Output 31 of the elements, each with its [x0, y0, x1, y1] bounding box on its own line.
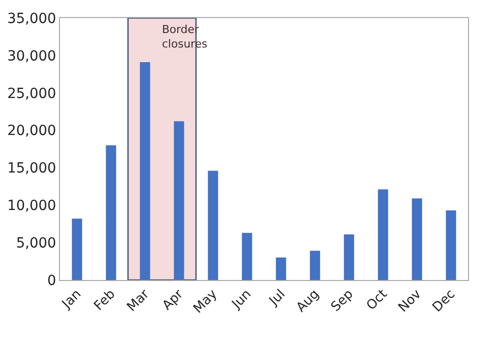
bar: [174, 121, 184, 280]
y-tick-label: 30,000: [7, 48, 56, 64]
x-tick-label: Jun: [228, 286, 254, 313]
bar: [446, 210, 456, 280]
bar: [276, 258, 286, 280]
x-tick-label: Feb: [92, 286, 118, 314]
x-tick-label: Aug: [294, 286, 322, 316]
y-tick-label: 35,000: [7, 10, 56, 27]
bar: [72, 218, 82, 280]
bar: [242, 232, 252, 280]
y-tick-label: 5,000: [16, 235, 56, 252]
x-tick-label: Jan: [58, 286, 84, 312]
bar: [208, 170, 218, 280]
x-tick-label: Apr: [160, 286, 187, 314]
x-tick-label: Dec: [430, 286, 458, 316]
x-tick-label: Nov: [396, 286, 425, 316]
x-tick-label: Mar: [124, 286, 153, 315]
bar: [140, 62, 150, 280]
bar: [310, 250, 320, 280]
x-tick-label: Jul: [266, 286, 288, 310]
x-tick-label: Oct: [364, 286, 390, 314]
y-tick-label: 15,000: [7, 160, 56, 177]
bar: [106, 145, 116, 280]
y-tick-label: 20,000: [7, 123, 56, 140]
y-tick-label: 10,000: [7, 198, 56, 214]
y-tick-label: 25,000: [7, 86, 56, 102]
bar: [344, 234, 354, 280]
y-tick-label: 0: [47, 272, 56, 289]
bar: [378, 189, 388, 280]
x-tick-label: Sep: [328, 286, 356, 315]
bar: [412, 198, 422, 280]
